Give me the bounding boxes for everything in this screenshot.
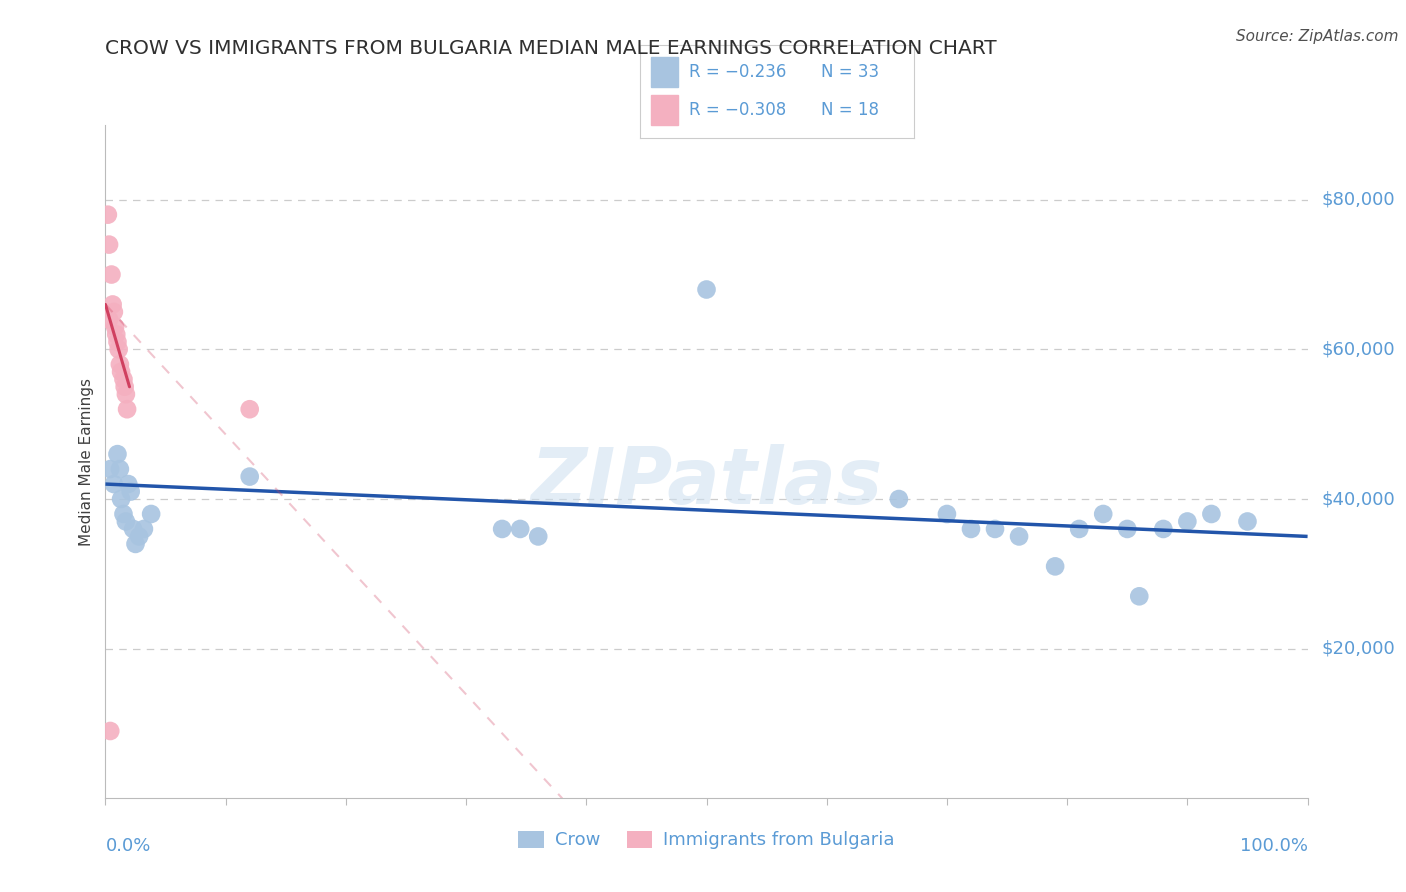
Point: [527, 529, 550, 543]
Text: N = 33: N = 33: [821, 62, 879, 81]
Point: [128, 529, 150, 543]
Point: [98, 237, 121, 252]
Point: [104, 320, 127, 334]
Point: [139, 507, 162, 521]
Point: [132, 522, 155, 536]
Point: [239, 469, 262, 483]
Point: [112, 372, 135, 386]
Point: [1128, 590, 1150, 604]
Point: [108, 357, 131, 371]
Point: [107, 447, 129, 461]
Point: [1236, 515, 1258, 529]
Point: [98, 312, 121, 326]
Point: [1116, 522, 1139, 536]
Point: [101, 297, 124, 311]
Point: [117, 477, 139, 491]
Text: $80,000: $80,000: [1322, 191, 1395, 209]
Point: [115, 387, 138, 401]
Point: [120, 484, 142, 499]
Point: [98, 462, 121, 476]
Point: [960, 522, 983, 536]
Point: [108, 462, 131, 476]
Point: [98, 724, 121, 739]
Point: [107, 334, 129, 349]
Bar: [651, 95, 678, 125]
Text: $20,000: $20,000: [1322, 640, 1395, 657]
Text: R = −0.308: R = −0.308: [689, 101, 786, 120]
Point: [115, 402, 138, 417]
Point: [97, 208, 120, 222]
Point: [112, 507, 135, 521]
Point: [1008, 529, 1031, 543]
Point: [122, 522, 145, 536]
Y-axis label: Median Male Earnings: Median Male Earnings: [79, 377, 94, 546]
Text: $60,000: $60,000: [1322, 341, 1395, 359]
Point: [1092, 507, 1115, 521]
Point: [124, 537, 146, 551]
Text: N = 18: N = 18: [821, 101, 879, 120]
Point: [984, 522, 1007, 536]
Text: ZIPatlas: ZIPatlas: [530, 444, 883, 520]
Bar: [651, 57, 678, 87]
Point: [115, 515, 138, 529]
Point: [1152, 522, 1174, 536]
Text: R = −0.236: R = −0.236: [689, 62, 786, 81]
Point: [491, 522, 513, 536]
Text: Source: ZipAtlas.com: Source: ZipAtlas.com: [1236, 29, 1399, 44]
Legend: Crow, Immigrants from Bulgaria: Crow, Immigrants from Bulgaria: [512, 823, 901, 856]
Point: [239, 402, 262, 417]
Point: [1069, 522, 1091, 536]
Text: 100.0%: 100.0%: [1240, 838, 1308, 855]
Point: [107, 343, 129, 357]
Text: CROW VS IMMIGRANTS FROM BULGARIA MEDIAN MALE EARNINGS CORRELATION CHART: CROW VS IMMIGRANTS FROM BULGARIA MEDIAN …: [105, 39, 997, 58]
Text: $40,000: $40,000: [1322, 490, 1395, 508]
Point: [1175, 515, 1198, 529]
Point: [509, 522, 531, 536]
Point: [1201, 507, 1223, 521]
Point: [103, 477, 125, 491]
Point: [696, 283, 718, 297]
Point: [887, 491, 910, 506]
Point: [936, 507, 959, 521]
Point: [100, 268, 122, 282]
Point: [114, 380, 136, 394]
Text: 0.0%: 0.0%: [105, 838, 150, 855]
Point: [1043, 559, 1066, 574]
Point: [105, 327, 128, 342]
Point: [110, 365, 132, 379]
Point: [110, 491, 132, 506]
Point: [103, 305, 125, 319]
